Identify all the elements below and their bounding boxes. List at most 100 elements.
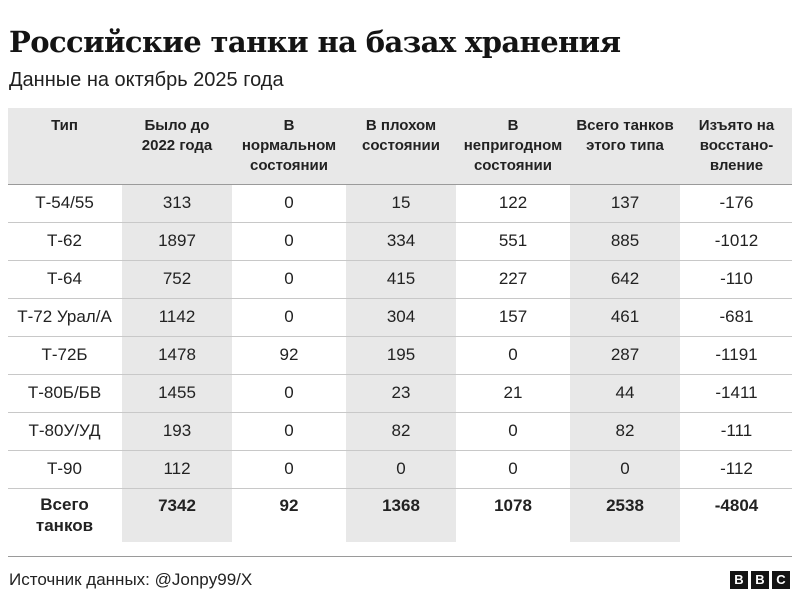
column-header-line: Было до (144, 117, 210, 134)
table-cell: 82 (615, 421, 635, 440)
table-cell: 227 (498, 269, 528, 288)
table-cell: -1012 (714, 231, 759, 250)
table-cell: 193 (162, 421, 192, 440)
row-divider (8, 374, 792, 375)
chart-subtitle: Данные на октябрь 2025 года (9, 69, 284, 91)
row-label: Т-80У/УД (28, 421, 101, 440)
row-divider (8, 336, 792, 337)
bbc-logo-letter: B (730, 571, 748, 589)
bbc-logo-letter: B (751, 571, 769, 589)
row-label: Т-90 (47, 459, 82, 478)
table-cell: -112 (720, 459, 753, 478)
table-cell: 122 (498, 193, 528, 212)
footer-divider (8, 556, 792, 557)
table-cell: 0 (284, 383, 294, 402)
table-cell: 92 (279, 345, 299, 364)
table-cell: -176 (719, 193, 754, 212)
column-header-line: этого типа (586, 137, 664, 154)
table-cell: 0 (508, 459, 518, 478)
total-row-label-line: Всего (40, 495, 89, 514)
bbc-logo: B B C (730, 571, 790, 589)
table-cell: 415 (386, 269, 416, 288)
table-cell: -111 (720, 421, 753, 440)
total-cell: 92 (279, 496, 299, 515)
table-cell: 642 (610, 269, 640, 288)
total-cell: 2538 (606, 496, 644, 515)
table-cell: -110 (720, 269, 753, 288)
total-row-label-line: танков (35, 516, 94, 535)
column-header: Изъято на восстано-вление (681, 108, 792, 184)
table-cell: 1897 (158, 231, 196, 250)
table-cell: 0 (508, 345, 518, 364)
table-cell: 21 (503, 383, 523, 402)
column-header-line: 2022 года (141, 137, 213, 154)
total-cell: -4804 (714, 496, 759, 515)
table-cell: 15 (391, 193, 411, 212)
column-header-line: В плохом (365, 117, 437, 134)
row-divider (8, 412, 792, 413)
table-cell: 551 (498, 231, 528, 250)
row-label: Т-80Б/БВ (27, 383, 102, 402)
column-header-line: восстано- (699, 137, 774, 154)
column-header-line: состоянии (473, 157, 552, 174)
table-cell: 157 (498, 307, 528, 326)
column-header: Тип (8, 108, 121, 184)
column-header: Было до 2022 года (121, 108, 233, 184)
table-cell: 0 (284, 231, 294, 250)
table-cell: 112 (163, 459, 191, 478)
total-cell: 1368 (382, 496, 420, 515)
column-header-line: Изъято на (698, 117, 775, 134)
table-cell: 0 (284, 307, 294, 326)
source-note: Источник данных: @Jonpy99/X (9, 570, 253, 589)
table-cell: 137 (610, 193, 640, 212)
total-cell: 7342 (158, 496, 196, 515)
table-cell: 0 (284, 459, 294, 478)
table-cell: 287 (610, 345, 640, 364)
row-divider (8, 450, 792, 451)
column-header-line: В (507, 117, 519, 134)
column-header-line: Всего танков (576, 117, 674, 134)
table-cell: 0 (620, 459, 630, 478)
table-cell: 1455 (158, 383, 196, 402)
column-header-line: вление (709, 157, 764, 174)
bbc-logo-letter: C (772, 571, 790, 589)
table-cell: 0 (284, 193, 294, 212)
row-divider (8, 222, 792, 223)
table-cell: 0 (284, 269, 294, 288)
header-band (8, 108, 792, 184)
column-header: Всего танков этого типа (569, 108, 681, 184)
table-cell: 23 (391, 383, 411, 402)
table-cell: 0 (508, 421, 518, 440)
column-header-line: состоянии (361, 137, 441, 154)
table-cell: 313 (162, 193, 192, 212)
header-divider (8, 184, 792, 185)
chart-title: Российские танки на базах хранения (9, 25, 621, 59)
table-cell: 461 (610, 307, 640, 326)
column-header-line: состоянии (249, 157, 329, 174)
table-cell: 1142 (158, 307, 196, 326)
column-header-line: нормальном (241, 137, 337, 154)
row-divider (8, 488, 792, 489)
table-cell: 885 (610, 231, 640, 250)
table-cell: 0 (396, 459, 406, 478)
table-cell: 752 (162, 269, 192, 288)
table-cell: -1191 (715, 345, 758, 364)
total-row-label: Всего танков (8, 488, 121, 542)
row-label: Т-72 Урал/А (17, 307, 112, 326)
table-cell: 304 (386, 307, 416, 326)
table-cell: 195 (386, 345, 416, 364)
table-cell: 0 (284, 421, 294, 440)
column-header-line: непригодном (463, 137, 563, 154)
table-cell: 82 (391, 421, 411, 440)
row-divider (8, 298, 792, 299)
table-cell: -1411 (715, 383, 758, 402)
table-cell: 1478 (158, 345, 196, 364)
total-cell: 1078 (494, 496, 532, 515)
row-label: Т-64 (47, 269, 82, 288)
column-header-line: В (283, 117, 295, 134)
row-label: Т-72Б (41, 345, 88, 364)
table-cell: 44 (615, 383, 635, 402)
